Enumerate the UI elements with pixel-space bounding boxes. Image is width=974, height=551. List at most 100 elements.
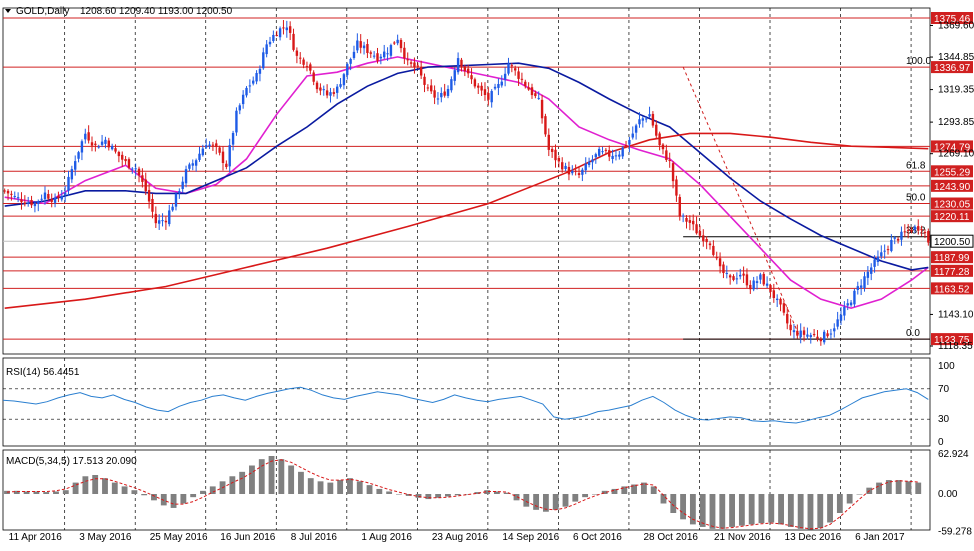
candle-body[interactable] (77, 152, 80, 159)
rsi-panel[interactable]: 100 70 30 0 (2, 361, 955, 448)
candle-body[interactable] (383, 51, 386, 58)
candle-body[interactable] (571, 170, 574, 174)
candle-body[interactable] (460, 59, 463, 67)
candle-body[interactable] (530, 87, 534, 96)
candle-body[interactable] (500, 81, 503, 86)
candle-body[interactable] (688, 220, 692, 223)
candle-body[interactable] (94, 143, 97, 145)
candle-body[interactable] (399, 39, 403, 49)
candle-body[interactable] (893, 237, 896, 239)
candle-body[interactable] (198, 153, 201, 160)
candle-body[interactable] (917, 226, 920, 231)
candle-body[interactable] (809, 335, 812, 338)
candle-body[interactable] (171, 206, 174, 211)
candle-body[interactable] (346, 64, 349, 76)
candle-body[interactable] (870, 267, 873, 274)
candle-body[interactable] (221, 151, 225, 163)
candle-body[interactable] (759, 274, 762, 280)
candle-body[interactable] (668, 160, 671, 162)
candle-body[interactable] (671, 163, 675, 182)
candle-body[interactable] (514, 68, 517, 71)
candle-body[interactable] (594, 154, 598, 158)
candle-body[interactable] (456, 58, 460, 73)
candle-body[interactable] (100, 141, 104, 145)
candle-body[interactable] (90, 142, 94, 146)
candle-body[interactable] (779, 298, 782, 305)
candle-body[interactable] (406, 59, 409, 61)
candle-body[interactable] (238, 105, 241, 111)
candle-body[interactable] (215, 143, 218, 148)
candle-body[interactable] (681, 215, 685, 217)
candle-body[interactable] (843, 306, 846, 316)
candle-body[interactable] (178, 191, 181, 193)
candle-body[interactable] (849, 302, 853, 306)
candle-body[interactable] (433, 90, 436, 98)
horizontal-levels[interactable]: 1375.46 1336.97 1274.79 1255.29 1243.90 1230.… (3, 12, 974, 346)
candle-body[interactable] (174, 193, 178, 207)
candle-body[interactable] (812, 334, 816, 336)
candle-body[interactable] (463, 66, 467, 71)
candle-body[interactable] (634, 125, 638, 133)
rsi-line[interactable] (2, 386, 929, 424)
candle-body[interactable] (288, 26, 292, 33)
candle-body[interactable] (608, 150, 611, 157)
candle-body[interactable] (352, 51, 356, 58)
candle-body[interactable] (376, 53, 379, 61)
candle-body[interactable] (520, 78, 524, 80)
candle-body[interactable] (886, 249, 890, 251)
candle-body[interactable] (272, 34, 275, 41)
candle-body[interactable] (74, 161, 77, 170)
candle-body[interactable] (802, 330, 806, 335)
candle-body[interactable] (362, 45, 366, 49)
candle-body[interactable] (312, 72, 315, 82)
candles[interactable] (3, 20, 930, 346)
candle-body[interactable] (863, 276, 866, 289)
candle-body[interactable] (819, 339, 823, 342)
candle-body[interactable] (6, 190, 10, 194)
candle-body[interactable] (151, 198, 154, 212)
candle-body[interactable] (231, 132, 235, 145)
candle-body[interactable] (527, 87, 530, 90)
candle-body[interactable] (524, 81, 527, 87)
candle-body[interactable] (366, 44, 369, 54)
candle-body[interactable] (67, 176, 70, 191)
candle-body[interactable] (144, 179, 147, 192)
candle-body[interactable] (309, 64, 312, 71)
candle-body[interactable] (43, 192, 47, 200)
candle-body[interactable] (278, 28, 282, 38)
candle-body[interactable] (534, 93, 537, 97)
candle-body[interactable] (806, 334, 809, 337)
candle-body[interactable] (356, 40, 359, 51)
candle-body[interactable] (13, 195, 16, 197)
candle-body[interactable] (692, 220, 695, 225)
candle-body[interactable] (372, 55, 376, 57)
candle-body[interactable] (816, 336, 819, 339)
candle-body[interactable] (651, 113, 655, 126)
candle-body[interactable] (157, 220, 161, 224)
candle-body[interactable] (702, 235, 705, 242)
candle-body[interactable] (648, 114, 651, 117)
candle-body[interactable] (127, 159, 131, 168)
candle-body[interactable] (641, 118, 645, 121)
candle-body[interactable] (84, 133, 87, 140)
candle-body[interactable] (856, 286, 859, 290)
candle-body[interactable] (739, 274, 742, 277)
candle-body[interactable] (252, 80, 255, 84)
candle-body[interactable] (859, 285, 863, 288)
candle-body[interactable] (53, 197, 57, 203)
candle-body[interactable] (453, 70, 456, 81)
candle-body[interactable] (268, 41, 272, 45)
candle-body[interactable] (742, 273, 745, 276)
candle-body[interactable] (393, 42, 396, 44)
candle-body[interactable] (796, 330, 799, 336)
candle-body[interactable] (782, 303, 786, 313)
candle-body[interactable] (906, 229, 910, 231)
candle-body[interactable] (319, 87, 322, 91)
candle-body[interactable] (292, 33, 295, 50)
candle-body[interactable] (262, 52, 265, 69)
candle-body[interactable] (587, 161, 591, 165)
candle-body[interactable] (873, 259, 876, 267)
macd-panel[interactable]: 62.924 0.00 -59.278 (4, 449, 972, 538)
candle-body[interactable] (147, 190, 151, 202)
